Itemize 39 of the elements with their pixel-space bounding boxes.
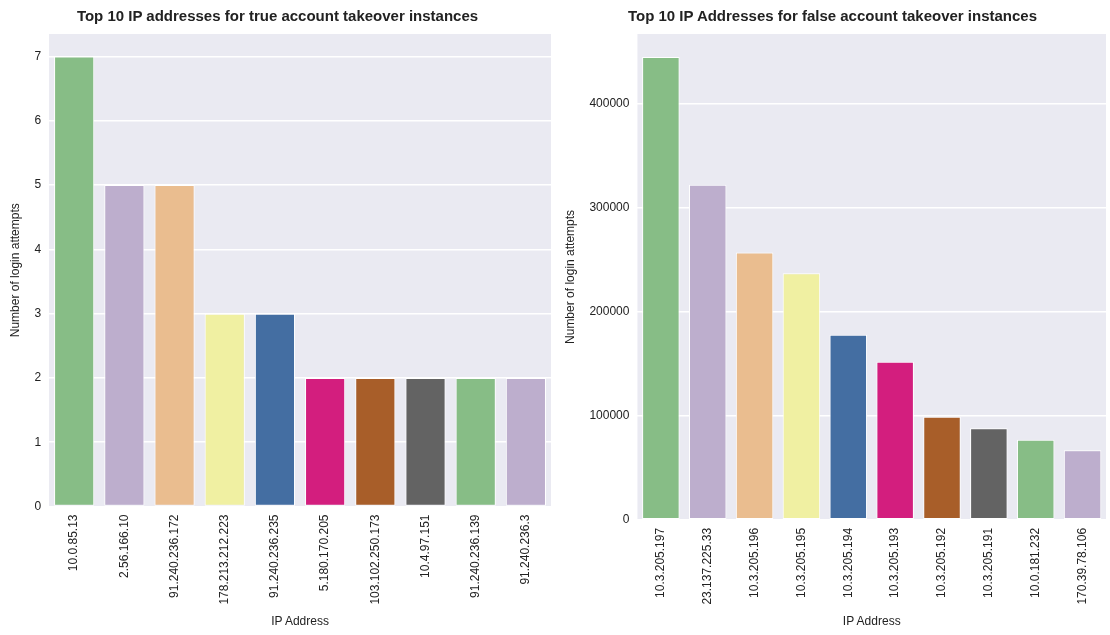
y-tick-label: 2 bbox=[34, 370, 42, 385]
y-tick-label: 1 bbox=[34, 434, 42, 449]
x-tick-label: 10.3.205.195 bbox=[793, 527, 808, 598]
x-tick-label: 170.39.78.106 bbox=[1074, 527, 1089, 605]
y-tick-label: 5 bbox=[34, 177, 42, 192]
x-tick-label: 91.240.236.172 bbox=[166, 514, 181, 598]
y-tick-label: 3 bbox=[34, 305, 42, 320]
chart-title: Top 10 IP addresses for true account takeover instances bbox=[76, 7, 479, 25]
x-axis-title: IP Address bbox=[842, 614, 901, 629]
x-tick-label: 10.3.205.192 bbox=[934, 527, 949, 598]
y-axis-title: Number of login attempts bbox=[562, 209, 577, 344]
x-tick-label: 178.213.212.223 bbox=[217, 514, 232, 605]
x-tick-label: 10.4.97.151 bbox=[417, 514, 432, 578]
y-tick-label: 100000 bbox=[589, 408, 630, 423]
y-tick-label: 400000 bbox=[589, 96, 630, 111]
y-tick-label: 7 bbox=[34, 48, 42, 63]
x-tick-label: 10.0.181.232 bbox=[1028, 527, 1043, 598]
x-tick-label: 10.3.205.196 bbox=[746, 527, 761, 598]
x-tick-label: 91.240.236.3 bbox=[518, 514, 533, 585]
x-tick-label: 10.3.205.197 bbox=[653, 527, 668, 598]
x-tick-label: 10.3.205.191 bbox=[981, 527, 996, 598]
y-tick-label: 200000 bbox=[589, 304, 630, 319]
x-tick-label: 103.102.250.173 bbox=[367, 514, 382, 605]
y-tick-label: 0 bbox=[622, 512, 630, 527]
chart-title: Top 10 IP Addresses for false account takeover instances bbox=[627, 7, 1038, 25]
x-tick-label: 91.240.236.139 bbox=[468, 514, 483, 598]
x-tick-label: 2.56.166.10 bbox=[116, 514, 131, 578]
y-axis-title: Number of login attempts bbox=[7, 203, 22, 338]
x-tick-label: 10.0.85.13 bbox=[66, 514, 81, 572]
x-tick-label: 23.137.225.33 bbox=[700, 527, 715, 605]
x-tick-label: 10.3.205.194 bbox=[840, 527, 855, 598]
y-tick-label: 4 bbox=[34, 241, 42, 256]
y-tick-label: 6 bbox=[34, 113, 42, 128]
x-axis-title: IP Address bbox=[271, 614, 329, 629]
y-tick-label: 0 bbox=[34, 498, 42, 513]
x-tick-label: 10.3.205.193 bbox=[887, 527, 902, 598]
y-tick-label: 300000 bbox=[589, 200, 630, 215]
x-tick-label: 91.240.236.235 bbox=[267, 514, 282, 598]
x-tick-label: 5.180.170.205 bbox=[317, 514, 332, 592]
